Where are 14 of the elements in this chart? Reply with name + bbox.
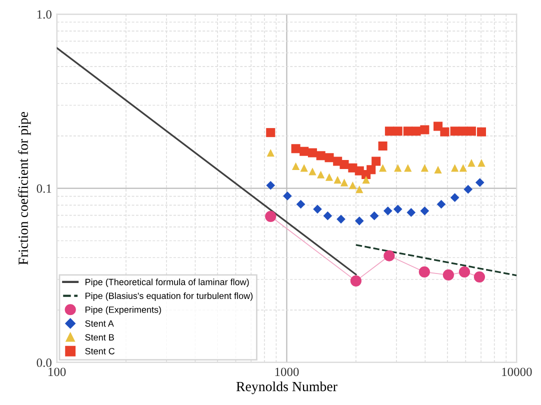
legend-label: Stent A xyxy=(85,320,114,327)
y-tick-label: 0.1 xyxy=(36,184,52,193)
legend-label: Stent B xyxy=(85,334,114,341)
y-tick-label: 1.0 xyxy=(37,10,52,19)
legend-label: Pipe (Theoretical formula of laminar flow) xyxy=(86,278,249,287)
x-tick-label: 100 xyxy=(48,368,66,376)
y-tick-label: 0.0 xyxy=(36,358,52,367)
legend-label: Stent C xyxy=(85,348,115,354)
legend-label: Pipe (Experiments) xyxy=(86,306,161,315)
y-axis-title: Friction coefficient for pipe xyxy=(18,112,31,265)
x-axis-title: Reynolds Number xyxy=(236,381,338,394)
x-tick-label: 10000 xyxy=(502,368,532,376)
legend-label: Pipe (Blasius's equation for turbulent flow) xyxy=(86,292,253,301)
x-tick-label: 1000 xyxy=(275,368,299,376)
